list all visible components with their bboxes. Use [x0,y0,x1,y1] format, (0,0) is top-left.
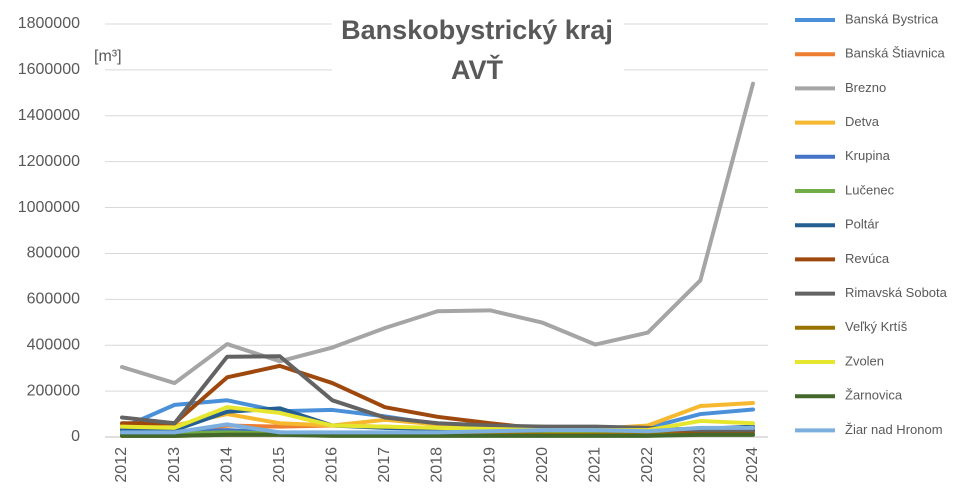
x-tick-label: 2021 [586,447,603,483]
y-tick-label: 1800000 [18,15,80,32]
legend-label: Veľký Krtíš [845,319,908,334]
chart-title: Banskobystrický kraj [341,15,613,45]
legend-label: Krupina [845,148,891,163]
x-tick-label: 2019 [481,447,498,483]
series-line [120,81,755,386]
y-axis-label: [m³] [94,48,122,65]
y-tick-label: 1400000 [18,107,80,124]
series-line [120,422,755,435]
x-tick-label: 2020 [534,447,551,483]
x-tick-label: 2013 [166,447,183,483]
y-tick-label: 0 [71,428,80,445]
legend-label: Brezno [845,80,886,95]
x-tick-label: 2018 [429,447,446,483]
legend-label: Detva [845,114,880,129]
x-tick-label: 2022 [639,447,656,483]
y-tick-label: 800000 [27,245,80,262]
x-tick-label: 2015 [271,447,288,483]
legend-label: Poltár [845,217,880,232]
x-tick-label: 2012 [113,447,130,483]
y-tick-label: 1600000 [18,61,80,78]
y-tick-label: 200000 [27,382,80,399]
legend-label: Banská Bystrica [845,11,939,26]
x-tick-label: 2024 [744,447,761,483]
x-tick-label: 2016 [324,447,341,483]
y-tick-label: 400000 [27,336,80,353]
legend-label: Zvolen [845,353,884,368]
legend-label: Revúca [845,251,890,266]
series-line [120,432,755,438]
x-tick-label: 2014 [218,447,235,483]
x-tick-label: 2017 [376,447,393,483]
y-tick-label: 600000 [27,291,80,308]
legend-label: Rimavská Sobota [845,285,948,300]
chart-subtitle: AVŤ [451,54,504,85]
series-line [120,354,755,433]
title-box [332,8,624,100]
legend-label: Lučenec [845,182,895,197]
y-tick-label: 1000000 [18,199,80,216]
legend-label: Žarnovica [845,388,903,403]
x-tick-label: 2023 [692,447,709,483]
y-tick-label: 1200000 [18,153,80,170]
legend-label: Banská Štiavnica [845,46,945,61]
legend-label: Žiar nad Hronom [845,422,943,437]
